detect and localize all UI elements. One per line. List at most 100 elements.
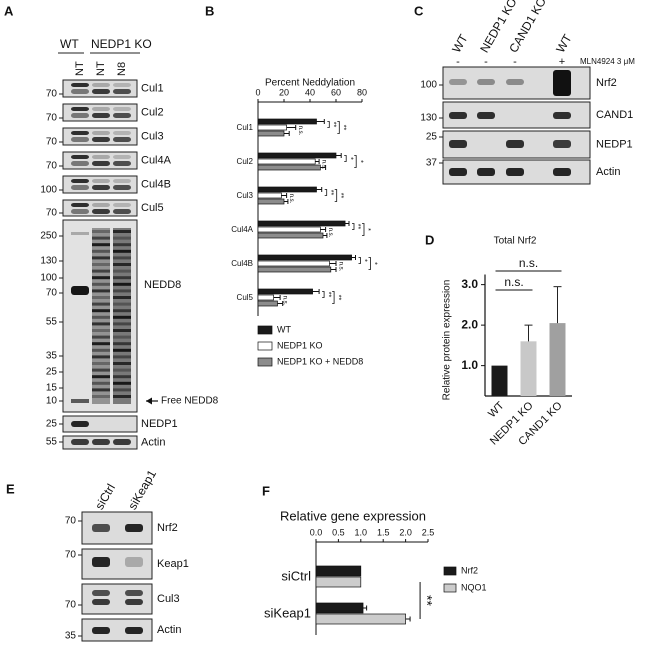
band bbox=[113, 329, 131, 332]
bar bbox=[257, 254, 352, 261]
band bbox=[113, 83, 131, 87]
band bbox=[71, 83, 89, 87]
panel-letter: E bbox=[6, 481, 15, 496]
marker-label: 70 bbox=[46, 137, 58, 148]
band bbox=[553, 112, 571, 119]
band bbox=[92, 113, 110, 118]
blot-label: Nrf2 bbox=[596, 77, 617, 89]
chart-title: Percent Neddylation bbox=[265, 78, 355, 89]
band bbox=[71, 113, 89, 118]
band bbox=[113, 209, 131, 214]
bracket bbox=[334, 189, 338, 202]
blot-label: NEDP1 bbox=[141, 418, 178, 430]
bracket bbox=[327, 121, 330, 128]
band bbox=[125, 557, 143, 567]
marker-label: 35 bbox=[46, 351, 58, 362]
significance: n.s. bbox=[321, 160, 327, 170]
marker-label: 130 bbox=[40, 256, 57, 267]
y-tick-label: Cul4A bbox=[231, 225, 253, 234]
band bbox=[92, 439, 110, 445]
blot-label: Nrf2 bbox=[157, 522, 178, 534]
blot-label: Cul1 bbox=[141, 82, 164, 94]
band bbox=[92, 590, 110, 596]
band bbox=[113, 388, 131, 392]
panel-letter: D bbox=[425, 232, 434, 247]
marker-label: 25 bbox=[426, 132, 438, 143]
legend-label: WT bbox=[277, 324, 291, 334]
band bbox=[92, 524, 110, 532]
band bbox=[92, 230, 110, 233]
band bbox=[506, 168, 524, 176]
bracket bbox=[332, 291, 335, 304]
band bbox=[553, 70, 571, 96]
band bbox=[71, 209, 89, 214]
significance: ** bbox=[419, 595, 435, 606]
y-tick-label: 1.0 bbox=[461, 358, 478, 372]
legend-swatch bbox=[257, 357, 273, 367]
bracket bbox=[322, 291, 325, 298]
panel-letter: C bbox=[414, 3, 424, 18]
band bbox=[449, 140, 467, 148]
band bbox=[92, 131, 110, 135]
band bbox=[113, 348, 131, 352]
bar bbox=[257, 158, 316, 165]
bar bbox=[257, 232, 324, 239]
band bbox=[113, 185, 131, 190]
marker-label: 25 bbox=[46, 367, 58, 378]
band bbox=[92, 368, 110, 372]
group-label: NEDP1 KO bbox=[91, 37, 152, 51]
panel-letter: F bbox=[262, 483, 270, 498]
significance: * bbox=[346, 157, 353, 160]
y-tick-label: 2.0 bbox=[461, 317, 478, 331]
x-tick-label: 40 bbox=[305, 87, 315, 97]
band bbox=[92, 362, 110, 365]
marker-label: 100 bbox=[420, 80, 437, 91]
band bbox=[92, 381, 110, 385]
band bbox=[113, 375, 131, 379]
significance: ** bbox=[337, 193, 344, 199]
band bbox=[71, 107, 89, 111]
lane-label: N8 bbox=[116, 62, 128, 76]
band bbox=[113, 131, 131, 135]
treatment: - bbox=[456, 56, 460, 68]
band bbox=[71, 399, 89, 403]
band bbox=[113, 249, 131, 253]
band bbox=[92, 342, 110, 346]
band bbox=[92, 599, 110, 605]
band bbox=[71, 421, 89, 427]
treatment: - bbox=[513, 56, 517, 68]
band bbox=[92, 83, 110, 87]
treatment: + bbox=[559, 56, 565, 68]
bar bbox=[257, 294, 274, 301]
band bbox=[71, 89, 89, 94]
group-label: WT bbox=[60, 37, 79, 51]
y-tick-label: Cul4B bbox=[231, 259, 253, 268]
treatment-label: MLN4924 3 μM bbox=[580, 57, 635, 66]
bracket bbox=[358, 257, 361, 264]
marker-label: 70 bbox=[46, 89, 58, 100]
marker-label: 100 bbox=[40, 273, 57, 284]
legend-label: NEDP1 KO + NEDD8 bbox=[277, 356, 363, 366]
bar bbox=[315, 613, 406, 625]
bracket bbox=[352, 223, 355, 230]
band bbox=[113, 113, 131, 118]
marker-label: 70 bbox=[46, 208, 58, 219]
band bbox=[113, 439, 131, 445]
legend-label: NEDP1 KO bbox=[277, 340, 323, 350]
marker-label: 25 bbox=[46, 419, 58, 430]
band bbox=[92, 375, 110, 379]
legend-swatch bbox=[443, 566, 457, 576]
lane-label: siCtrl bbox=[92, 481, 118, 512]
band bbox=[92, 236, 110, 240]
band bbox=[113, 179, 131, 183]
blot bbox=[62, 175, 138, 194]
bar bbox=[257, 118, 317, 125]
band bbox=[113, 243, 131, 247]
panel-letter: A bbox=[4, 3, 14, 18]
y-tick-label: 3.0 bbox=[461, 277, 478, 291]
band bbox=[113, 236, 131, 240]
band bbox=[92, 263, 110, 266]
band bbox=[125, 590, 143, 596]
marker-label: 70 bbox=[46, 288, 58, 299]
x-tick-label: 20 bbox=[279, 87, 289, 97]
